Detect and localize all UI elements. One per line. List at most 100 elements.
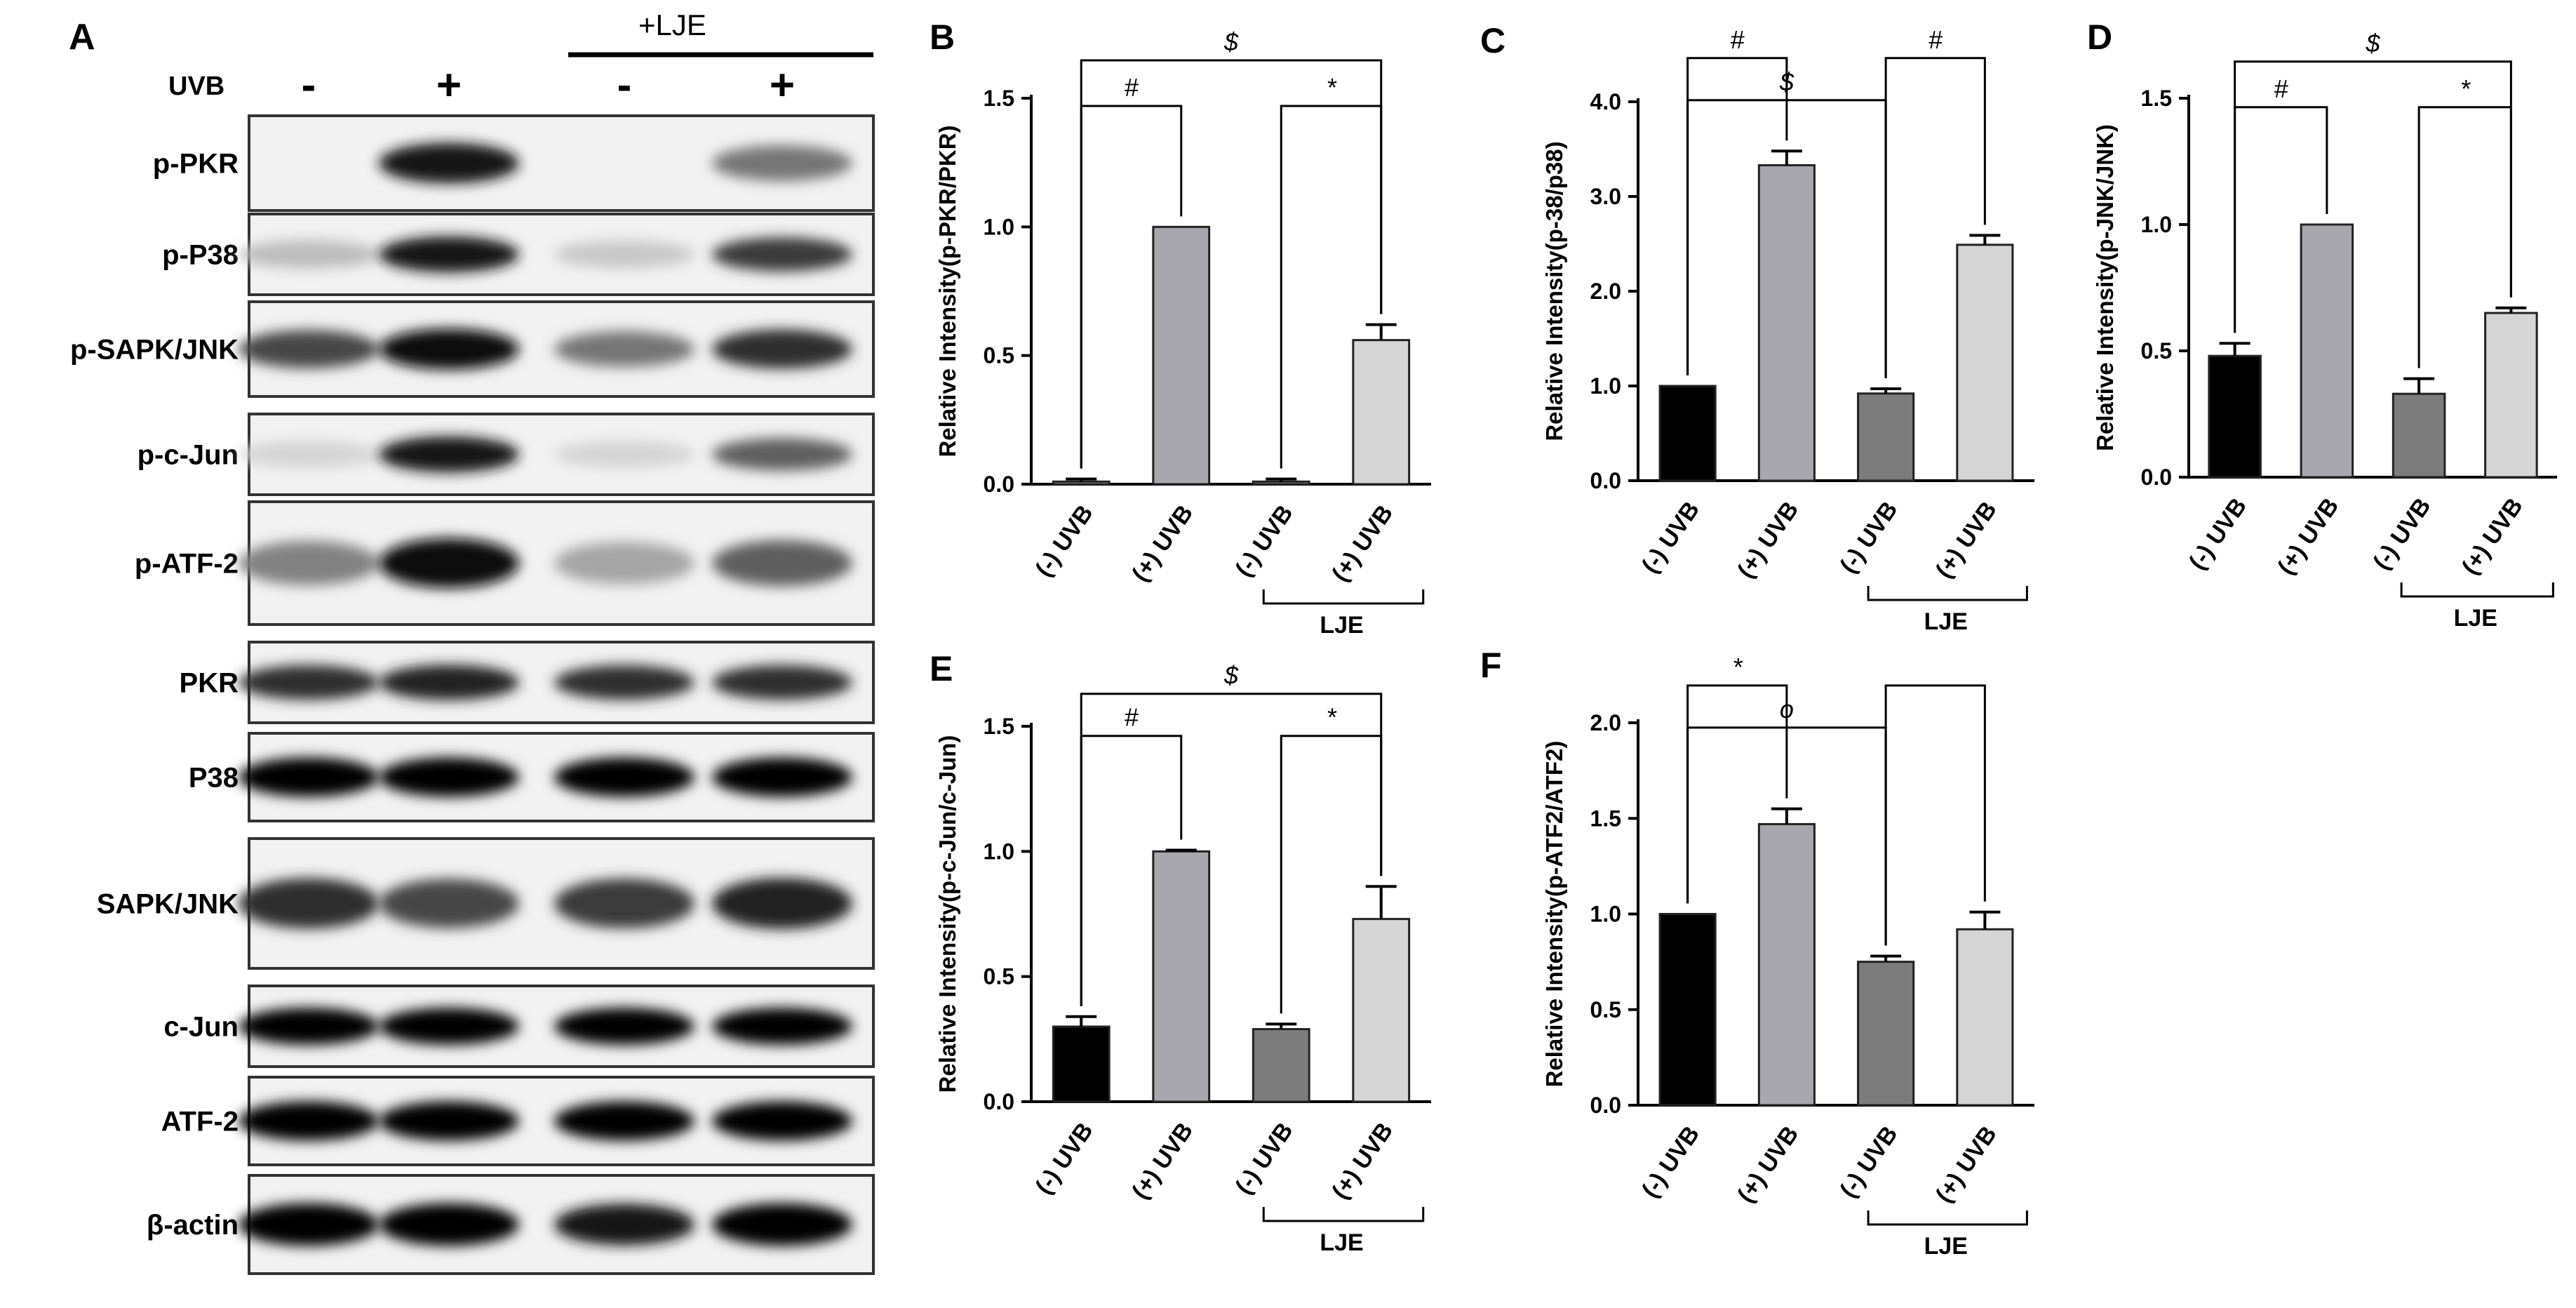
lje-group-label: LJE [1320, 1229, 1363, 1256]
significance-label: # [1730, 25, 1745, 54]
y-tick-label: 0.0 [984, 1089, 1014, 1114]
bar-chart-b: B 0.0 0.5 1.0 1.5 Relative Intensity(p-PKR/PK… [930, 18, 1431, 639]
blot-band [239, 665, 379, 700]
blot-band [712, 665, 852, 700]
lje-group-label: LJE [1924, 608, 1968, 635]
bar [1152, 225, 1211, 486]
y-axis-label: Relative Intensity(p-PKR/PKR) [934, 125, 960, 457]
panel-label: C [1480, 21, 1505, 60]
bar [1857, 961, 1915, 1107]
x-tick-label: (+) UVB [2272, 493, 2344, 580]
significance-bracket [1080, 693, 1383, 1006]
y-axis-label: Relative Intensity(p-38/p38) [1541, 141, 1567, 441]
lane-sign: + [770, 61, 795, 109]
y-tick-label: 0.0 [1590, 468, 1621, 493]
blot-band [554, 331, 695, 368]
y-tick-label: 1.0 [984, 839, 1014, 864]
y-axis-label: Relative Intensity(p-JNK/JNK) [2092, 124, 2118, 451]
significance-label: # [1124, 703, 1139, 732]
blot-band [712, 329, 852, 369]
significance-label: * [1732, 653, 1743, 681]
x-tick-label: (-) UVB [1834, 497, 1903, 578]
blot-row-label: p-c-Jun [137, 440, 239, 471]
x-tick-label: (+) UVB [1732, 497, 1804, 583]
bar [1252, 480, 1310, 486]
significance-label: $ [1223, 661, 1239, 690]
x-tick-label: (-) UVB [1230, 1118, 1299, 1199]
significance-bracket [1686, 726, 1887, 946]
bar [1757, 822, 1816, 1107]
blot-row: P38 [189, 732, 875, 822]
blot-row: PKR [180, 641, 875, 724]
bar [1052, 480, 1111, 486]
blot-band [554, 240, 695, 269]
blot-row: ATF-2 [161, 1076, 875, 1166]
uvb-row-label: UVB [168, 72, 224, 101]
panel-label: E [930, 649, 953, 688]
x-tick-label: (+) UVB [1327, 500, 1398, 587]
blot-row-label: SAPK/JNK [97, 889, 239, 920]
x-tick-label: (+) UVB [1127, 1118, 1198, 1204]
bar [2208, 354, 2262, 479]
significance-bracket [1080, 59, 1383, 469]
x-tick-label: (-) UVB [1031, 1118, 1099, 1199]
lje-header: +LJE [638, 8, 706, 41]
blot-band [379, 1101, 519, 1141]
x-tick-label: (-) UVB [1031, 500, 1099, 582]
y-tick-label: 1.5 [1590, 806, 1621, 831]
significance-label: # [2274, 74, 2288, 103]
blot-row-label: p-PKR [153, 149, 239, 180]
blot-band [554, 1008, 695, 1045]
x-tick-label: (+) UVB [1931, 497, 2002, 583]
blot-band [712, 540, 852, 587]
y-tick-label: 0.5 [984, 964, 1014, 989]
significance-label: o [1780, 695, 1794, 723]
x-tick-label: (-) UVB [1230, 500, 1299, 582]
x-tick-label: (-) UVB [2368, 493, 2436, 575]
bar [1757, 164, 1816, 482]
x-tick-label: (-) UVB [1637, 497, 1705, 578]
blot-band [554, 542, 695, 585]
significance-bracket [1884, 684, 1986, 946]
y-tick-label: 0.5 [984, 343, 1014, 368]
blot-band [379, 328, 519, 370]
lje-group-label: LJE [1924, 1233, 1968, 1260]
lane-signs: - + - + [302, 61, 795, 109]
significance-label: $ [1779, 67, 1795, 96]
blot-row-label: c-Jun [163, 1012, 239, 1043]
blot-row: p-ATF-2 [135, 500, 875, 626]
lje-group-bracket [1867, 1210, 2028, 1226]
blot-band [379, 665, 519, 700]
significance-label: * [1326, 73, 1336, 102]
blot-band [379, 1008, 519, 1045]
blot-band [712, 438, 852, 471]
bar-chart-f: F 0.0 0.5 1.0 1.5 2.0 Relative Intensity(p-ATF… [1480, 646, 2034, 1260]
blot-row: p-SAPK/JNK [70, 300, 875, 398]
bar [1352, 339, 1411, 486]
bar-chart-c: C 0.0 1.0 2.0 3.0 4.0 Relative Intensity(p-38/… [1480, 21, 2034, 635]
lane-sign: + [436, 61, 462, 109]
significance-bracket [2234, 60, 2512, 333]
blot-band [239, 878, 379, 929]
x-tick-label: (+) UVB [2457, 493, 2528, 580]
lane-sign: - [617, 61, 632, 109]
blot-band [239, 1101, 379, 1141]
blot-band [712, 757, 852, 797]
lje-group-bracket [1867, 586, 2028, 601]
blot-row: SAPK/JNK [97, 837, 875, 970]
blot-band [554, 441, 695, 468]
y-tick-label: 1.0 [984, 214, 1014, 239]
x-tick-label: (+) UVB [1931, 1121, 2002, 1208]
y-tick-label: 0.0 [984, 472, 1014, 497]
blot-band [239, 441, 379, 468]
blot-band [379, 538, 519, 589]
panel-label: F [1480, 646, 1502, 685]
panel-label-a: A [69, 17, 95, 58]
y-tick-label: 0.0 [2141, 465, 2172, 490]
significance-label: $ [1223, 27, 1239, 56]
blot-row: p-c-Jun [137, 413, 875, 496]
blot-band [712, 1203, 852, 1246]
blot-row: β-actin [147, 1174, 875, 1275]
y-tick-label: 0.5 [1590, 997, 1621, 1022]
blot-band [239, 330, 379, 368]
